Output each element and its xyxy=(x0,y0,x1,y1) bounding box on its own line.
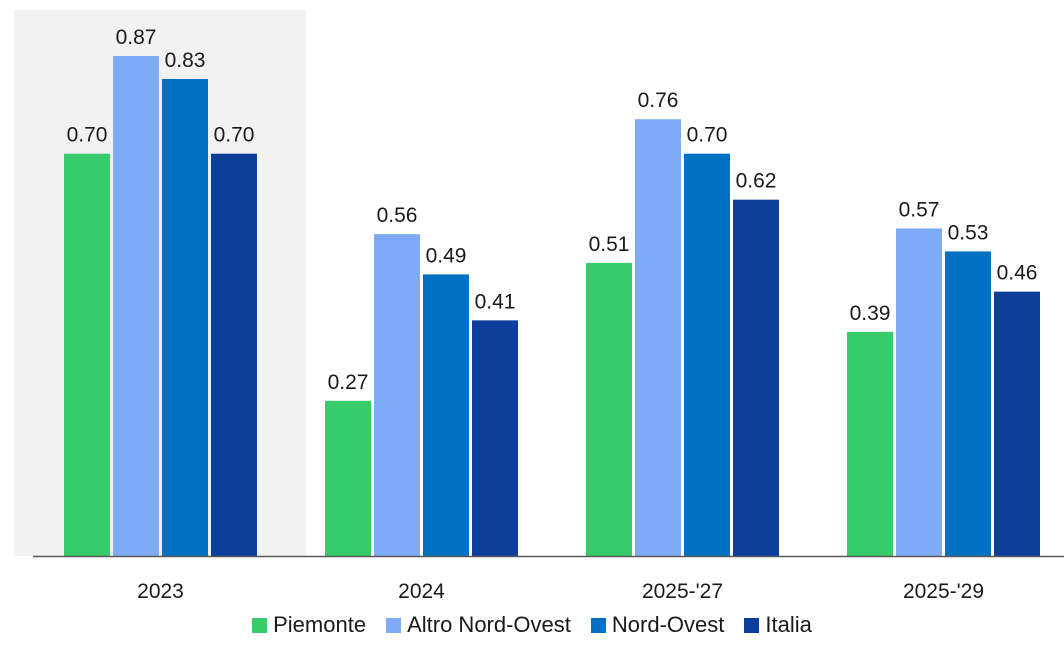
value-label: 0.70 xyxy=(67,124,108,147)
value-label: 0.49 xyxy=(426,244,467,267)
x-tick-label: 2025-'27 xyxy=(642,580,723,603)
value-label: 0.57 xyxy=(899,198,940,221)
legend-item: Piemonte xyxy=(252,612,366,638)
value-label: 0.53 xyxy=(948,221,989,244)
bar-nord-ovest-2 xyxy=(684,153,730,556)
bar-altro-nord-ovest-2 xyxy=(635,119,681,557)
legend-swatch xyxy=(386,617,402,633)
bar-altro-nord-ovest-0 xyxy=(113,56,159,556)
bar-piemonte-0 xyxy=(64,153,110,556)
legend-label: Nord-Ovest xyxy=(611,612,725,637)
bar-altro-nord-ovest-1 xyxy=(374,234,420,556)
x-tick-label: 2023 xyxy=(137,580,184,603)
x-tick-label: 2025-'29 xyxy=(903,580,984,603)
bar-altro-nord-ovest-3 xyxy=(896,228,942,556)
legend-swatch xyxy=(744,617,760,633)
value-label: 0.46 xyxy=(997,262,1038,285)
x-tick-label: 2024 xyxy=(398,580,445,603)
value-label: 0.51 xyxy=(589,233,630,256)
legend-label: Piemonte xyxy=(273,612,367,637)
legend-swatch xyxy=(252,617,268,633)
value-label: 0.76 xyxy=(638,89,679,112)
value-label: 0.27 xyxy=(328,371,369,394)
legend: Piemonte Altro Nord-Ovest Nord-Ovest Italia xyxy=(0,610,1064,640)
value-label: 0.41 xyxy=(475,290,516,313)
bar-piemonte-1 xyxy=(325,400,371,556)
legend-item: Italia xyxy=(744,612,812,638)
value-label: 0.70 xyxy=(687,124,728,147)
legend-item: Nord-Ovest xyxy=(590,612,725,638)
value-label: 0.39 xyxy=(850,302,891,325)
bar-italia-0 xyxy=(211,153,257,556)
bar-piemonte-3 xyxy=(847,331,893,556)
bar-nord-ovest-0 xyxy=(162,78,208,557)
value-label: 0.87 xyxy=(116,26,157,49)
bar-nord-ovest-1 xyxy=(423,274,469,556)
bar-nord-ovest-3 xyxy=(945,251,991,557)
legend-label: Altro Nord-Ovest xyxy=(407,612,571,637)
legend-label: Italia xyxy=(765,612,812,637)
value-label: 0.83 xyxy=(165,49,206,72)
legend-item: Altro Nord-Ovest xyxy=(386,612,571,638)
value-label: 0.62 xyxy=(736,170,777,193)
legend-swatch xyxy=(590,617,606,633)
bar-italia-3 xyxy=(994,291,1040,556)
bar-italia-1 xyxy=(472,320,518,556)
value-label: 0.70 xyxy=(214,124,255,147)
highlight-band xyxy=(14,10,306,556)
bar-italia-2 xyxy=(733,199,779,556)
bar-piemonte-2 xyxy=(586,262,632,556)
value-label: 0.56 xyxy=(377,204,418,227)
